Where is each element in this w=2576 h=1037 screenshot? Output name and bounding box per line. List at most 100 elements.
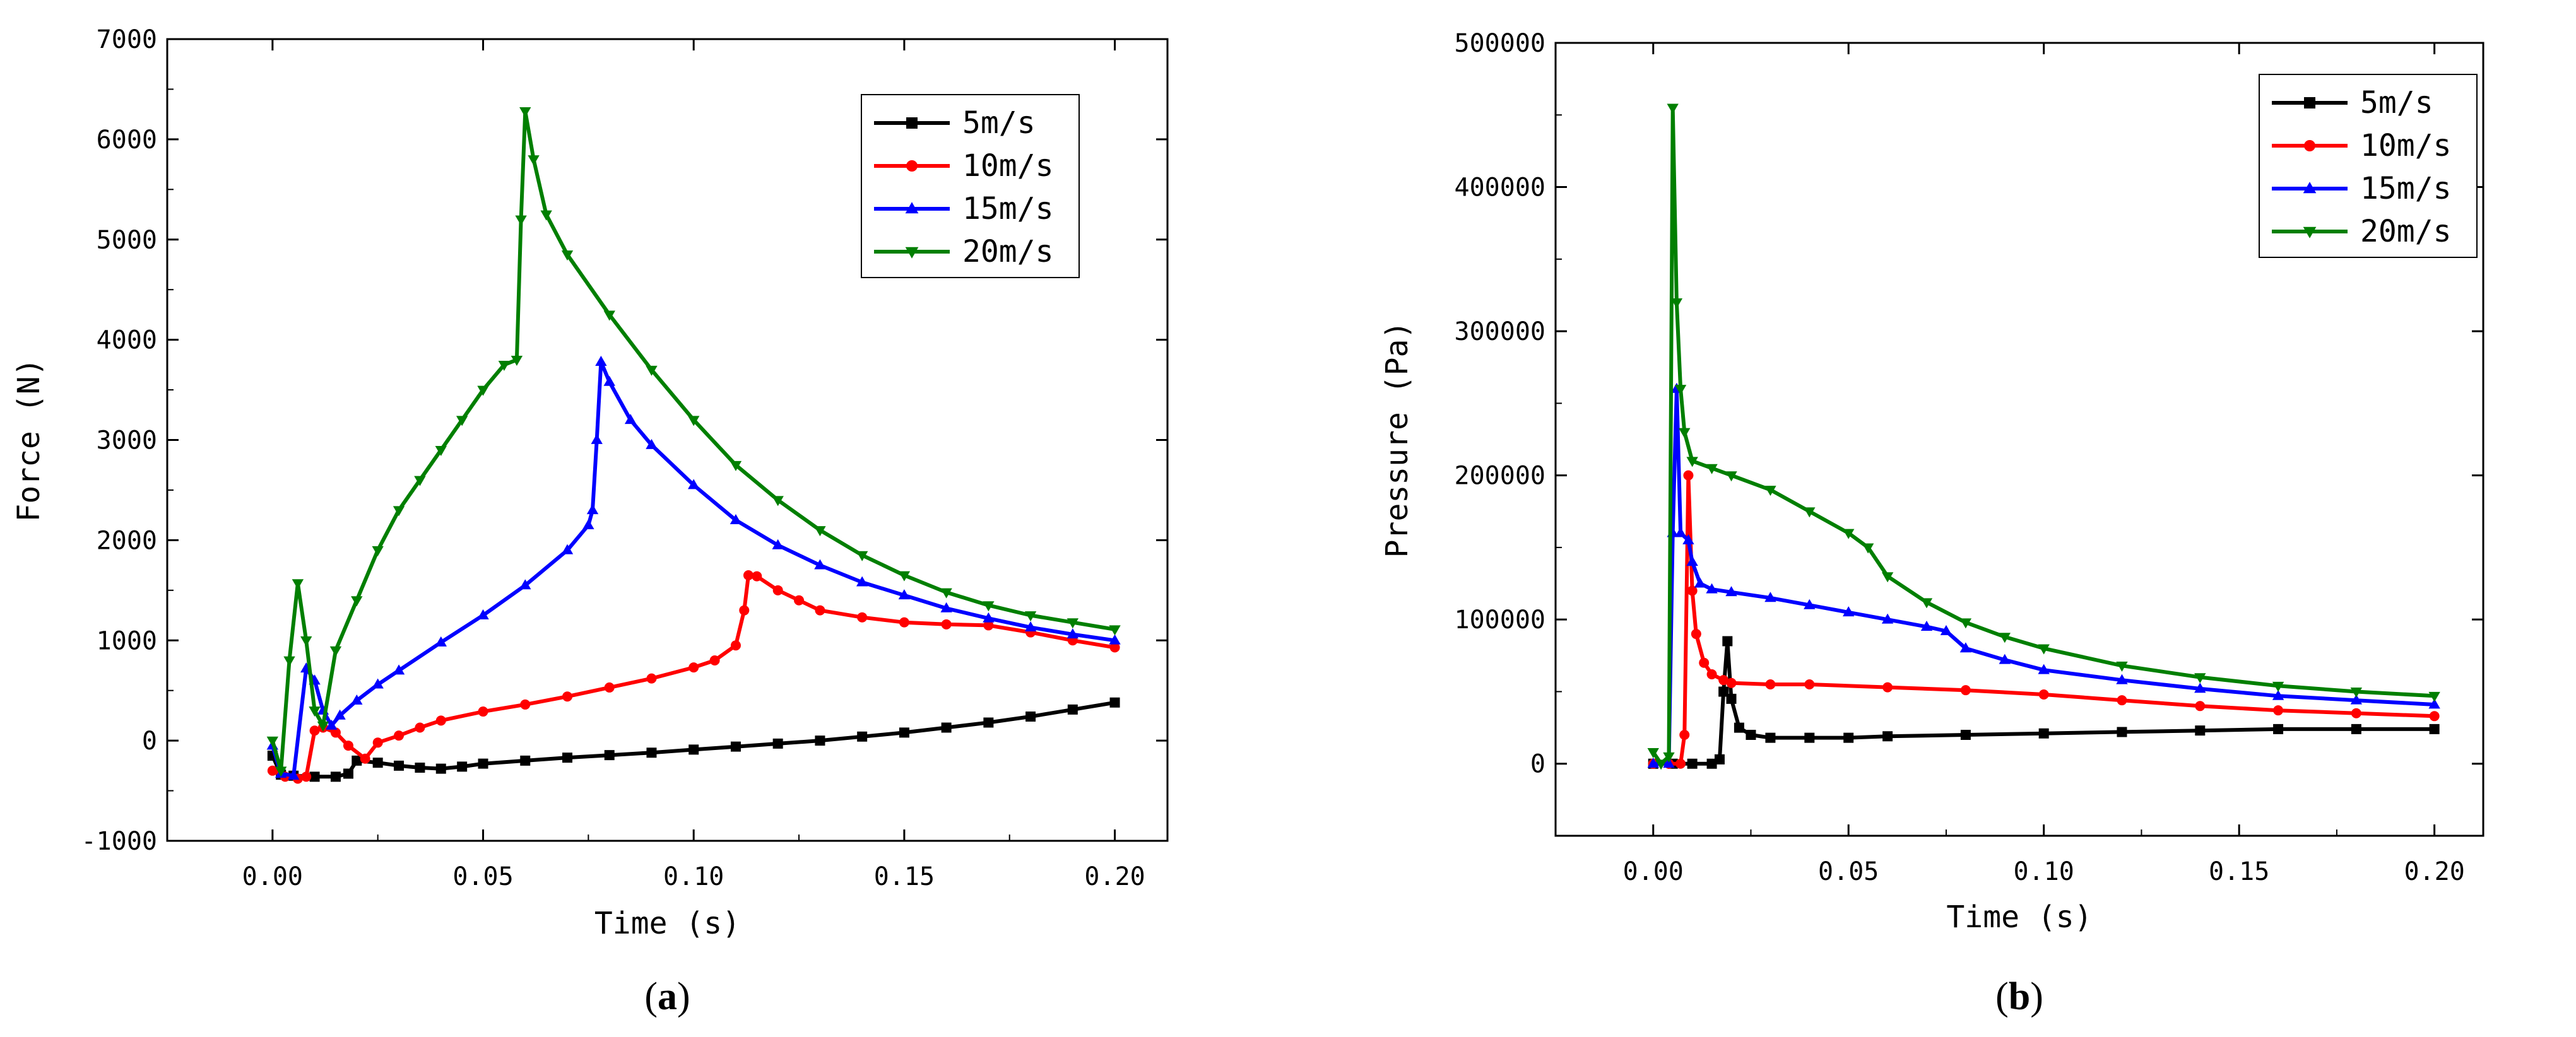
legend-swatch-marker (2304, 140, 2315, 151)
data-point (1647, 748, 1659, 759)
series-5m/s (1648, 636, 2440, 769)
data-point (582, 518, 594, 529)
data-point (624, 414, 637, 425)
y-tick-label: 2000 (97, 526, 157, 555)
data-point (1679, 730, 1690, 741)
y-tick-label: 3000 (97, 426, 157, 455)
data-point (351, 596, 363, 607)
data-point (1706, 464, 1718, 474)
data-point (360, 753, 370, 764)
data-point (478, 758, 488, 769)
data-point (1679, 428, 1691, 438)
data-point (1687, 585, 1698, 596)
data-point (730, 640, 741, 651)
data-point (1881, 572, 1894, 583)
data-point (1682, 534, 1694, 544)
data-point (814, 559, 826, 570)
data-point (1714, 754, 1725, 765)
data-point (1109, 642, 1120, 653)
legend-swatch-marker (905, 247, 919, 259)
data-point (540, 210, 552, 221)
chart-a-force: 0.00 0.05 0.10 0.15 0.20 -1000 0 1000 2000 3000 40… (11, 25, 1169, 1018)
legend-label: 20m/s (2360, 214, 2452, 249)
x-tick-label: 0.05 (452, 862, 513, 891)
x-tick-label: 0.15 (2209, 857, 2269, 886)
data-point (983, 612, 995, 623)
data-point (772, 738, 783, 749)
data-point (435, 763, 446, 774)
data-point (1667, 103, 1679, 114)
data-point (435, 636, 447, 647)
data-point (394, 730, 405, 741)
data-point (1683, 470, 1694, 481)
data-point (372, 758, 383, 768)
series-line (1653, 387, 2435, 766)
data-point (2195, 725, 2206, 736)
data-point (772, 539, 784, 549)
data-point (1804, 599, 1816, 609)
data-point (1718, 686, 1729, 697)
y-tick-label: 0 (142, 727, 157, 756)
data-point (857, 731, 868, 742)
data-point (1959, 618, 1972, 629)
data-point (899, 727, 909, 738)
data-point (1718, 675, 1729, 686)
data-point (983, 717, 994, 728)
data-point (1674, 385, 1687, 395)
data-point (1706, 669, 1717, 680)
data-point (899, 617, 909, 628)
data-point (1686, 457, 1698, 467)
series-line (1653, 473, 2435, 766)
y-tick-label: 4000 (97, 326, 157, 355)
data-point (1670, 298, 1683, 308)
data-point (1725, 586, 1737, 597)
data-point (372, 737, 383, 748)
data-point (330, 727, 341, 738)
series-line (1653, 639, 2435, 766)
data-point (1881, 613, 1894, 624)
data-point (528, 155, 540, 166)
data-point (351, 694, 363, 705)
data-point (1025, 711, 1036, 722)
panel-label: (a) (644, 975, 690, 1018)
data-point (511, 356, 523, 366)
data-point (1734, 722, 1744, 733)
data-point (1843, 606, 1855, 617)
data-point (940, 588, 952, 599)
y-tick-label: 200000 (1455, 462, 1546, 491)
series-15m/s (1647, 382, 2440, 768)
data-point (2351, 724, 2361, 734)
data-point (309, 771, 320, 782)
data-point (688, 662, 699, 673)
data-point (343, 768, 353, 779)
series-line (1651, 105, 2435, 766)
y-axis-title: Pressure (Pa) (1380, 321, 1415, 558)
data-point (478, 706, 488, 717)
legend: 5m/s 10m/s 15m/s 20m/s (2259, 74, 2478, 258)
x-tick-label: 0.00 (1623, 857, 1684, 886)
data-point (2428, 691, 2440, 702)
data-point (1109, 625, 1121, 636)
data-point (275, 766, 287, 777)
data-point (752, 571, 762, 582)
data-point (898, 589, 911, 600)
data-point (1109, 634, 1121, 645)
data-point (1694, 577, 1706, 588)
y-tick-label: 7000 (97, 25, 157, 54)
data-point (772, 585, 783, 595)
x-axis-title: Time (s) (1946, 899, 2092, 935)
data-point (1843, 529, 1855, 539)
data-point (415, 722, 425, 733)
data-point (1674, 527, 1687, 537)
data-point (1699, 657, 1710, 668)
legend-swatch-marker (906, 160, 918, 172)
data-point (1999, 653, 2011, 664)
data-point (794, 595, 805, 606)
data-point (2272, 689, 2284, 700)
data-point (709, 655, 720, 666)
y-tick-label: 500000 (1455, 29, 1546, 58)
data-point (2350, 694, 2363, 705)
data-point (1722, 636, 1733, 647)
data-point (730, 741, 741, 752)
data-point (856, 551, 868, 561)
